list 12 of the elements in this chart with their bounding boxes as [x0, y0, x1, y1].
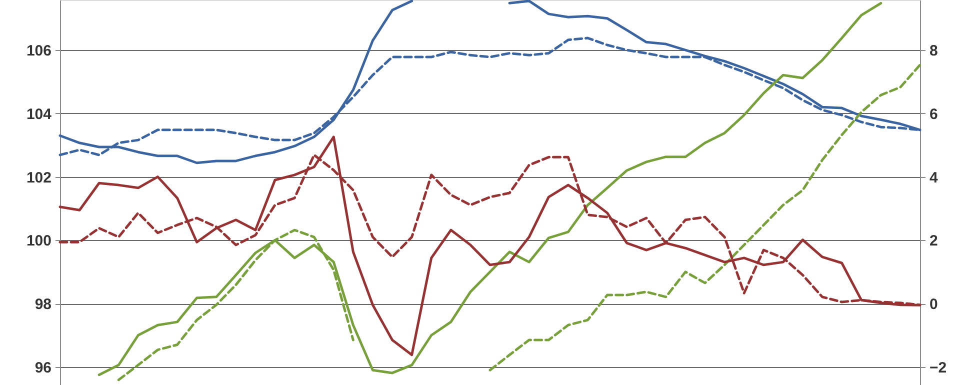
y-tick-label: 102 — [26, 169, 52, 186]
y-tick-label: 106 — [26, 42, 52, 60]
y2-tick-label: 6 — [930, 106, 938, 123]
y2-tick-label: −2 — [930, 359, 947, 376]
y-tick-label: 96 — [34, 359, 52, 376]
y2-tick-label: 2 — [930, 232, 938, 250]
y2-tick-label: 0 — [930, 296, 938, 314]
y2-tick-label: 4 — [930, 169, 938, 186]
y-tick-label: 100 — [26, 232, 52, 250]
y-tick-label: 98 — [34, 296, 52, 314]
y2-tick-label: 8 — [930, 42, 938, 60]
y-tick-label: 104 — [26, 106, 52, 123]
